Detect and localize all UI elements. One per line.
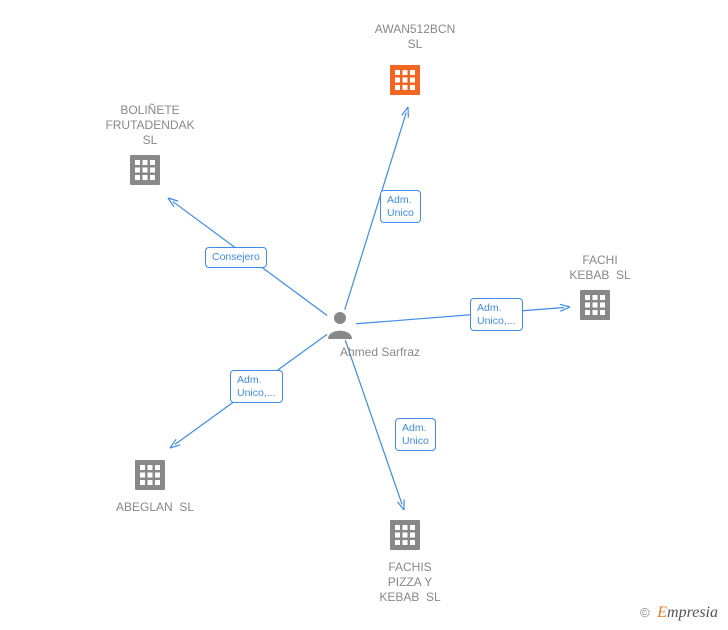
edge [356,304,570,323]
edge-label: Adm. Unico [380,190,421,223]
edge-label: Adm. Unico,... [230,370,283,403]
node-label: BOLIÑETE FRUTADENDAK SL [90,103,210,148]
diagram-canvas [0,0,728,630]
building-icon [580,290,610,320]
building-icon [390,65,420,95]
center-person-label: Ahmed Sarfraz [340,345,420,360]
copyright: © Empresia [640,604,718,622]
copyright-symbol: © [640,605,650,620]
edge-label: Adm. Unico,... [470,298,523,331]
building-icon [390,520,420,550]
person-icon [328,312,352,339]
node-label: FACHI KEBAB SL [555,253,645,283]
building-icon [130,155,160,185]
node-label: ABEGLAN SL [105,500,205,515]
node-label: FACHIS PIZZA Y KEBAB SL [370,560,450,605]
node-label: AWAN512BCN SL [360,22,470,52]
edge-label: Consejero [205,247,267,268]
building-icon [135,460,165,490]
edge-label: Adm. Unico [395,418,436,451]
